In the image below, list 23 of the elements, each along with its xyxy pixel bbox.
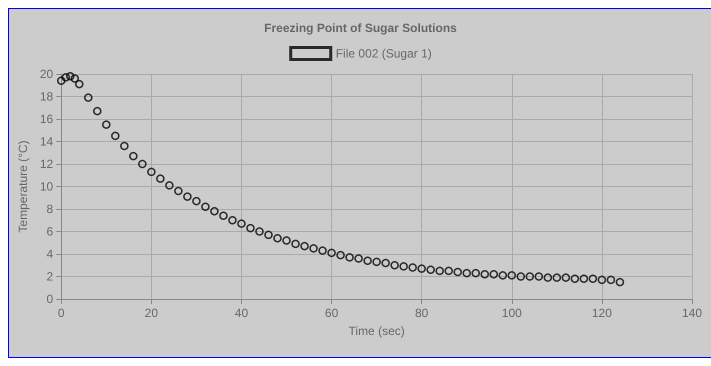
x-tick-label: 140 [682,306,702,320]
y-axis-title: Temperature (°C) [16,140,30,233]
x-axis-title: Time (sec) [348,324,405,338]
y-tick-label: 8 [46,202,54,216]
x-tick-label: 100 [502,306,522,320]
x-tick-label: 0 [58,306,65,320]
chart-title: Freezing Point of Sugar Solutions [264,21,458,35]
y-tick-label: 0 [46,292,54,306]
y-tick-label: 4 [46,247,54,261]
y-tick-label: 20 [40,67,54,81]
y-tick-label: 14 [40,134,54,148]
y-tick-label: 16 [40,112,54,126]
legend-label: File 002 (Sugar 1) [336,46,432,60]
y-tick-label: 2 [46,270,54,284]
x-tick-label: 40 [234,306,248,320]
x-tick-label: 60 [324,306,339,320]
x-tick-label: 20 [144,306,158,320]
x-tick-label: 120 [592,306,612,320]
y-tick-label: 12 [40,157,54,171]
y-tick-label: 18 [40,90,54,104]
x-tick-label: 80 [415,306,429,320]
y-tick-label: 10 [40,180,54,194]
y-tick-label: 6 [46,224,54,238]
